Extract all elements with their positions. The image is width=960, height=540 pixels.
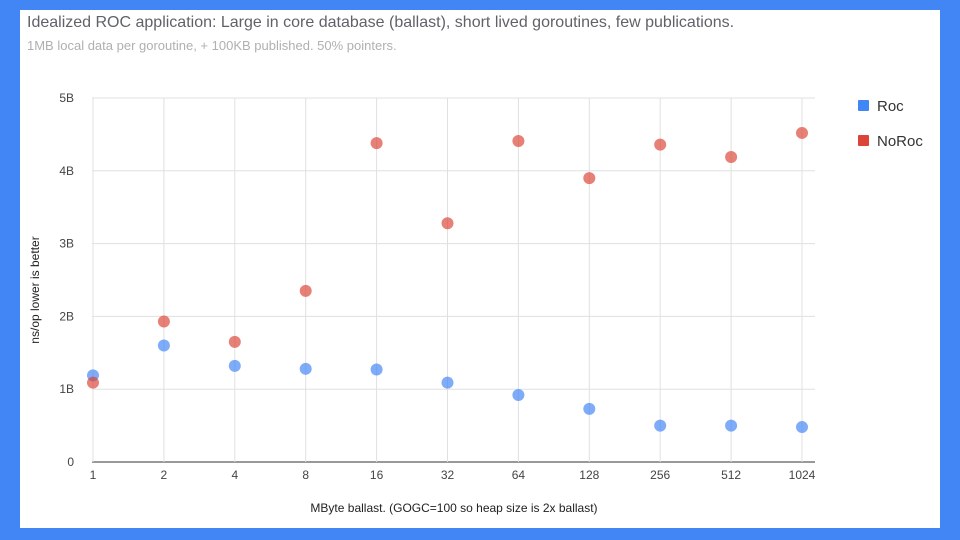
x-tick-label: 32: [441, 468, 455, 482]
chart-subtitle: 1MB local data per goroutine, + 100KB pu…: [27, 38, 397, 53]
x-tick-label: 16: [370, 468, 384, 482]
y-tick-label: 3B: [59, 237, 74, 251]
y-axis-label: ns/op lower is better: [28, 236, 42, 343]
point-noroc: [157, 315, 170, 328]
scatter-chart: 0 1B 2B 3B 4B 5B 1 2 4 8 16 32 64 128 256 512 1024 ns/o…: [28, 91, 923, 515]
point-roc: [157, 339, 170, 352]
x-axis-ticks: 1 2 4 8 16 32 64 128 256 512 1024: [90, 468, 816, 482]
point-roc: [441, 376, 454, 389]
point-noroc: [441, 217, 454, 230]
x-tick-label: 512: [721, 468, 741, 482]
legend-label-roc: Roc: [877, 98, 904, 115]
point-noroc: [370, 137, 383, 150]
point-roc: [370, 363, 383, 376]
x-tick-label: 8: [302, 468, 309, 482]
point-noroc: [796, 126, 808, 139]
x-axis-label: MByte ballast. (GOGC=100 so heap size is…: [310, 501, 597, 515]
x-tick-label: 1024: [789, 468, 816, 482]
data-points: [87, 126, 808, 434]
grid-lines: [92, 97, 815, 463]
point-roc: [796, 421, 808, 434]
point-noroc: [228, 335, 241, 348]
point-noroc: [87, 376, 99, 389]
legend-label-noroc: NoRoc: [877, 133, 923, 150]
y-axis-ticks: 0 1B 2B 3B 4B 5B: [59, 91, 74, 469]
x-tick-label: 4: [231, 468, 238, 482]
legend-swatch-noroc: [858, 135, 869, 146]
y-tick-label: 5B: [59, 91, 74, 105]
legend: Roc NoRoc: [858, 98, 923, 150]
x-tick-label: 64: [512, 468, 526, 482]
point-roc: [512, 389, 525, 402]
x-tick-label: 1: [90, 468, 97, 482]
point-roc: [583, 402, 596, 415]
point-noroc: [583, 172, 596, 185]
point-noroc: [299, 284, 312, 297]
point-roc: [654, 419, 667, 432]
y-tick-label: 2B: [59, 309, 74, 323]
point-roc: [299, 362, 312, 375]
x-tick-label: 256: [650, 468, 670, 482]
point-noroc: [725, 150, 738, 163]
y-tick-label: 4B: [59, 164, 74, 178]
x-tick-label: 128: [579, 468, 599, 482]
x-tick-label: 2: [161, 468, 168, 482]
chart-card: Idealized ROC application: Large in core…: [20, 10, 940, 528]
point-noroc: [654, 138, 667, 151]
point-roc: [725, 419, 738, 432]
y-tick-label: 1B: [59, 382, 74, 396]
point-noroc: [512, 134, 525, 147]
legend-swatch-roc: [858, 100, 869, 111]
y-tick-label: 0: [67, 455, 74, 469]
point-roc: [228, 359, 241, 372]
chart-title: Idealized ROC application: Large in core…: [27, 14, 735, 31]
